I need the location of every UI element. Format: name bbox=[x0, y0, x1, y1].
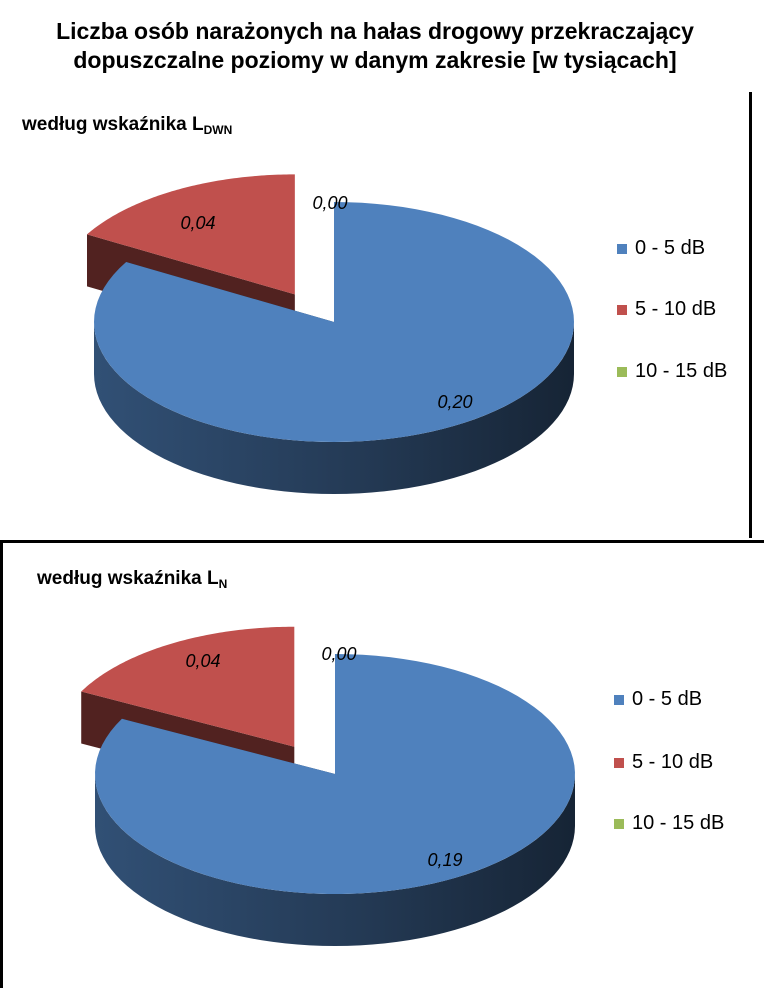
legend-swatch-blue bbox=[617, 243, 627, 254]
chart-title-line2: dopuszczalne poziomy w danym zakresie [w… bbox=[73, 47, 677, 73]
chart-panel-ln: według wskaźnika LN 0,19 0,04 0,00 0 - 5 d… bbox=[0, 540, 764, 988]
panel-subtitle: według wskaźnika LN bbox=[37, 568, 227, 591]
panel-subtitle: według wskaźnika LDWN bbox=[22, 114, 232, 137]
subtitle-main: według wskaźnika L bbox=[22, 114, 204, 135]
legend-swatch-green bbox=[617, 366, 627, 377]
legend-swatch-red bbox=[614, 757, 624, 768]
legend-item-5-10db: 5 - 10 dB bbox=[617, 298, 716, 321]
legend-label: 0 - 5 dB bbox=[635, 237, 706, 259]
legend-label: 10 - 15 dB bbox=[635, 360, 728, 382]
data-label-0: 0,19 bbox=[427, 850, 462, 870]
pie-slice-0 bbox=[94, 202, 574, 494]
legend-swatch-green bbox=[614, 818, 624, 829]
pie-chart-ln: 0,19 0,04 0,00 bbox=[81, 626, 575, 946]
legend-swatch-red bbox=[617, 304, 627, 315]
legend-label: 0 - 5 dB bbox=[632, 688, 703, 710]
legend-label: 10 - 15 dB bbox=[632, 812, 725, 834]
chart-title-line1: Liczba osób narażonych na hałas drogowy … bbox=[56, 18, 694, 44]
chart-panel-ldwn: według wskaźnika LDWN 0,20 0,04 0,00 0 - 5… bbox=[0, 92, 752, 538]
legend-swatch-blue bbox=[614, 694, 624, 705]
subtitle-main: według wskaźnika L bbox=[37, 568, 219, 589]
subtitle-sub: N bbox=[218, 577, 228, 591]
data-label-2: 0,00 bbox=[321, 644, 356, 664]
subtitle-sub: DWN bbox=[203, 123, 233, 137]
legend-label: 5 - 10 dB bbox=[635, 298, 717, 320]
chart-title: Liczba osób narażonych na hałas drogowy … bbox=[0, 0, 750, 92]
data-label-0: 0,20 bbox=[437, 392, 472, 412]
legend-item-10-15db: 10 - 15 dB bbox=[617, 360, 727, 383]
legend-item-5-10db: 5 - 10 dB bbox=[614, 751, 713, 774]
data-label-2: 0,00 bbox=[312, 193, 347, 213]
pie-chart-ldwn: 0,20 0,04 0,00 bbox=[87, 174, 574, 494]
legend-label: 5 - 10 dB bbox=[632, 751, 714, 773]
legend-item-0-5db: 0 - 5 dB bbox=[617, 237, 705, 260]
pie-slice-0 bbox=[95, 654, 575, 946]
legend-item-10-15db: 10 - 15 dB bbox=[614, 812, 724, 835]
data-label-1: 0,04 bbox=[185, 651, 220, 671]
data-label-1: 0,04 bbox=[180, 213, 215, 233]
legend-item-0-5db: 0 - 5 dB bbox=[614, 688, 702, 711]
